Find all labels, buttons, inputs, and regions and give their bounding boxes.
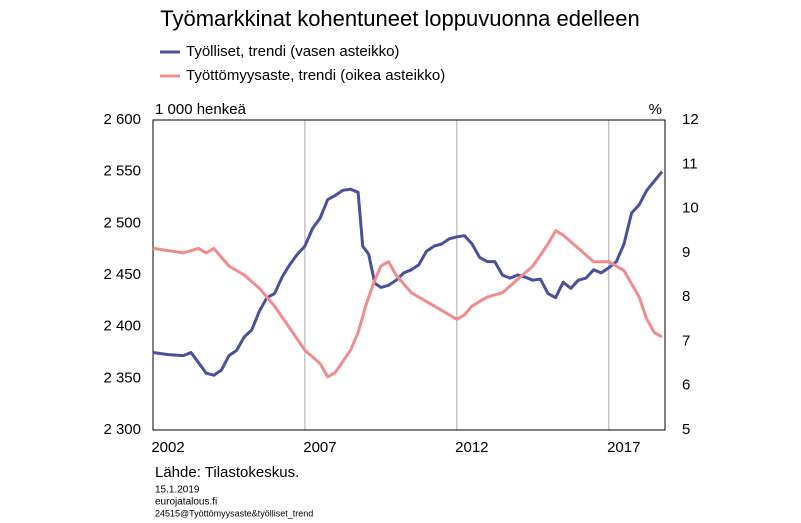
note: 24515@Työttömyysaste&työlliset_trend bbox=[155, 508, 313, 518]
y-tick-label: 2 400 bbox=[103, 318, 141, 335]
source: Lähde: Tilastokeskus. bbox=[155, 464, 299, 481]
y2-tick-label: 7 bbox=[682, 332, 690, 349]
y-tick-label: 2 450 bbox=[103, 266, 141, 283]
y-tick-label: 2 300 bbox=[103, 421, 141, 438]
x-tick-label: 2012 bbox=[455, 439, 488, 456]
y2-tick-label: 11 bbox=[682, 155, 698, 172]
chart-title: Työmarkkinat kohentuneet loppuvuonna ede… bbox=[160, 6, 639, 31]
y2-tick-label: 6 bbox=[682, 377, 690, 394]
plot-frame bbox=[152, 119, 666, 431]
y-tick-label: 2 350 bbox=[103, 369, 141, 386]
line bbox=[152, 170, 664, 377]
legend-label: Työlliset, trendi (vasen asteikko) bbox=[186, 43, 399, 60]
y2-tick-label: 9 bbox=[682, 244, 690, 261]
y-axis-label: 1 000 henkeä bbox=[155, 101, 247, 118]
note: eurojatalous.fi bbox=[155, 497, 217, 508]
y2-tick-label: 12 bbox=[682, 111, 699, 128]
x-tick-label: 2007 bbox=[303, 439, 336, 456]
y2-axis-label: % bbox=[649, 101, 662, 118]
note: 15.1.2019 bbox=[155, 485, 200, 496]
y-tick-label: 2 500 bbox=[103, 214, 141, 231]
y2-tick-label: 5 bbox=[682, 421, 690, 438]
y-tick-label: 2 600 bbox=[103, 111, 141, 128]
y2-tick-label: 10 bbox=[682, 200, 699, 217]
x-tick-label: 2017 bbox=[607, 439, 640, 456]
x-tick-label: 2002 bbox=[151, 439, 184, 456]
legend-label: Työttömyysaste, trendi (oikea asteikko) bbox=[186, 67, 445, 84]
y-tick-label: 2 550 bbox=[103, 163, 141, 180]
line bbox=[152, 229, 663, 379]
y2-tick-label: 8 bbox=[682, 288, 690, 305]
